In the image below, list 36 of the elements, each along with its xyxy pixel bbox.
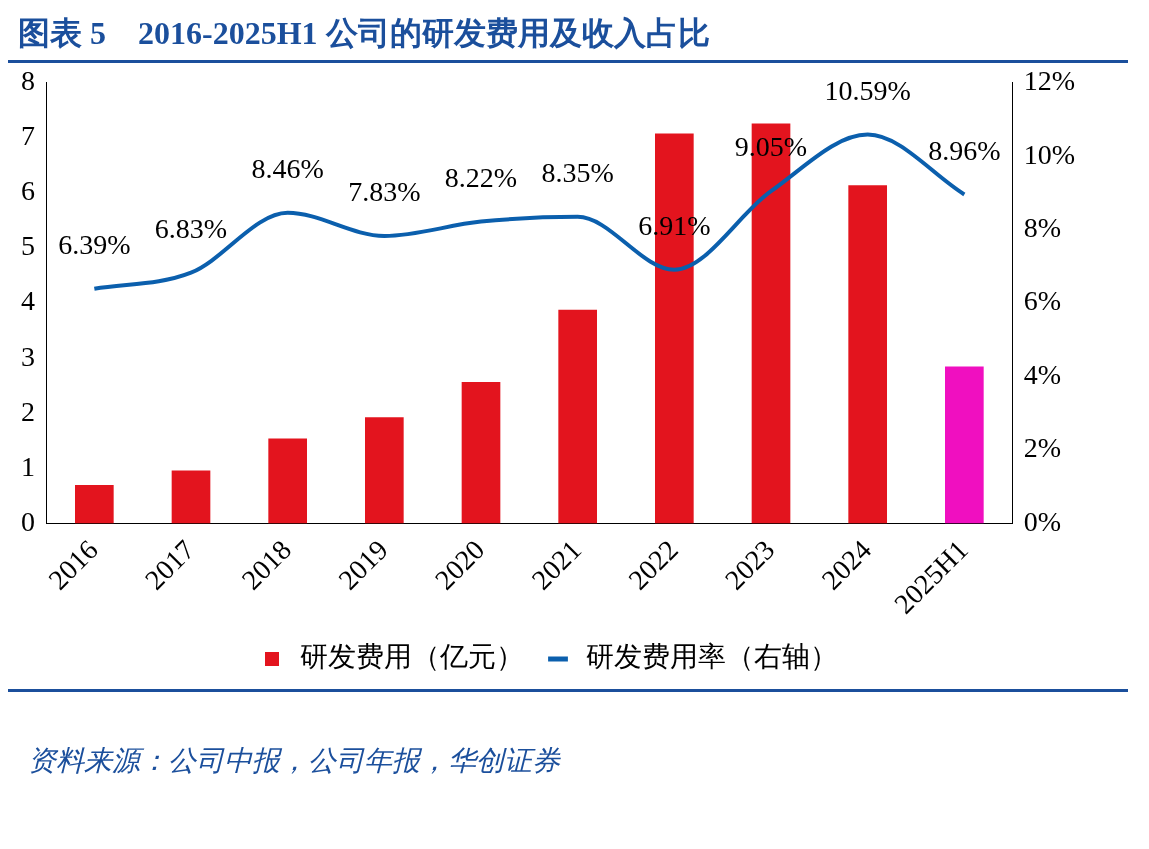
y-tick-label: 2 [21,395,35,427]
text: 资料来源：公司中报，公司年报，华创证券 [27,744,562,778]
y2-tick-label: 12% [1023,65,1075,97]
y-tick-label: 5 [21,230,35,262]
bar [268,438,307,524]
y-tick-label: 3 [21,340,35,372]
y2-tick-label: 2% [1023,432,1061,464]
legend-label: 研发费用（亿元） [300,641,524,673]
y2-tick-label: 0% [1023,505,1061,537]
y2-tick-label: 6% [1023,285,1061,317]
bar [171,470,211,524]
data-label: 8.96% [928,134,1001,166]
data-label: 8.22% [444,161,518,193]
y-tick-label: 7 [21,120,35,152]
chart-title: 图表 5 2016-2025H1 公司的研发费用及收入占比 [8,8,1128,63]
bar [365,417,404,524]
bar [461,381,501,524]
y2-tick-label: 10% [1023,138,1075,170]
y-tick-label: 4 [21,285,35,317]
y-tick-label: 8 [21,65,35,97]
legend-label: 研发费用率（右轴） [586,641,838,673]
y-tick-label: 1 [21,450,35,482]
y2-tick-label: 8% [1023,212,1061,244]
y-tick-label: 0 [21,505,35,537]
data-label: 8.46% [251,153,324,185]
bar [848,185,888,524]
bar [75,484,114,524]
data-label: 6.39% [58,229,131,261]
y-tick-label: 6 [21,175,35,207]
data-label: 6.83% [154,213,228,244]
bar [558,309,598,524]
bar [945,366,984,524]
y2-tick-label: 4% [1023,358,1061,390]
data-label: 10.59% [824,74,911,106]
data-label: 8.35% [541,157,614,189]
data-label: 7.83% [348,176,421,208]
